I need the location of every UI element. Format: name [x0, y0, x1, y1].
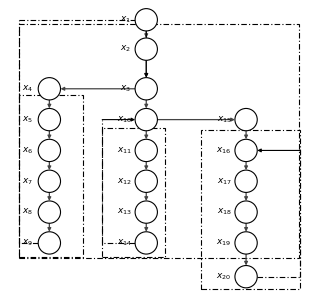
Text: $x_{18}$: $x_{18}$	[216, 207, 232, 217]
Circle shape	[135, 170, 157, 192]
Circle shape	[38, 201, 61, 223]
Circle shape	[38, 78, 61, 100]
Text: $x_{15}$: $x_{15}$	[216, 114, 232, 125]
Circle shape	[235, 170, 257, 192]
Circle shape	[135, 109, 157, 131]
Circle shape	[38, 109, 61, 131]
Circle shape	[235, 232, 257, 254]
Text: $x_{9}$: $x_{9}$	[22, 238, 33, 248]
Text: $x_{2}$: $x_{2}$	[120, 44, 131, 54]
Text: $x_{7}$: $x_{7}$	[22, 176, 33, 186]
Text: $x_{4}$: $x_{4}$	[22, 83, 33, 94]
Circle shape	[135, 232, 157, 254]
Circle shape	[38, 170, 61, 192]
Text: $x_{14}$: $x_{14}$	[117, 238, 132, 248]
Bar	[201, 130, 301, 289]
Text: $x_{8}$: $x_{8}$	[22, 207, 33, 217]
Circle shape	[235, 139, 257, 162]
Text: $x_{1}$: $x_{1}$	[120, 14, 131, 25]
Bar	[19, 95, 82, 257]
Text: $x_{20}$: $x_{20}$	[216, 271, 232, 282]
Text: $x_{6}$: $x_{6}$	[22, 145, 33, 156]
Text: $x_{10}$: $x_{10}$	[117, 114, 132, 125]
Circle shape	[135, 38, 157, 60]
Text: $x_{11}$: $x_{11}$	[117, 145, 132, 156]
Circle shape	[235, 266, 257, 288]
Bar	[102, 127, 165, 257]
Text: $x_{12}$: $x_{12}$	[117, 176, 132, 186]
Circle shape	[235, 201, 257, 223]
Circle shape	[135, 78, 157, 100]
Text: $x_{3}$: $x_{3}$	[120, 83, 131, 94]
Circle shape	[235, 109, 257, 131]
Text: $x_{19}$: $x_{19}$	[216, 238, 232, 248]
Circle shape	[135, 139, 157, 162]
Text: $x_{16}$: $x_{16}$	[216, 145, 232, 156]
Bar	[19, 24, 299, 258]
Circle shape	[135, 201, 157, 223]
Circle shape	[135, 9, 157, 31]
Text: $x_{5}$: $x_{5}$	[22, 114, 33, 125]
Circle shape	[38, 232, 61, 254]
Circle shape	[38, 139, 61, 162]
Text: $x_{17}$: $x_{17}$	[216, 176, 232, 186]
Text: $x_{13}$: $x_{13}$	[117, 207, 132, 217]
